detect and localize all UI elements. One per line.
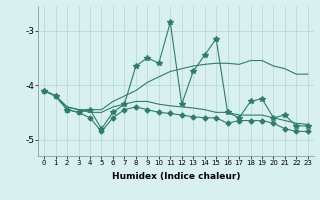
X-axis label: Humidex (Indice chaleur): Humidex (Indice chaleur) — [112, 172, 240, 181]
